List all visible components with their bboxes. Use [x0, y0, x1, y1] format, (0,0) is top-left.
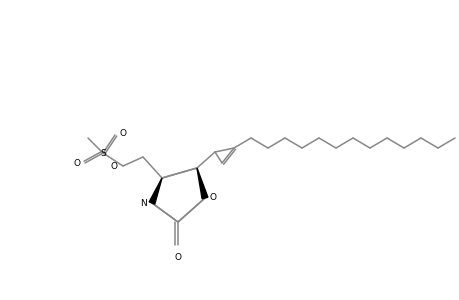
Polygon shape: [196, 168, 207, 199]
Text: S: S: [100, 148, 106, 158]
Text: O: O: [119, 128, 126, 137]
Text: O: O: [209, 194, 216, 202]
Polygon shape: [149, 178, 162, 204]
Text: O: O: [73, 158, 80, 167]
Text: O: O: [174, 253, 181, 262]
Text: O: O: [111, 161, 118, 170]
Text: N: N: [140, 199, 147, 208]
